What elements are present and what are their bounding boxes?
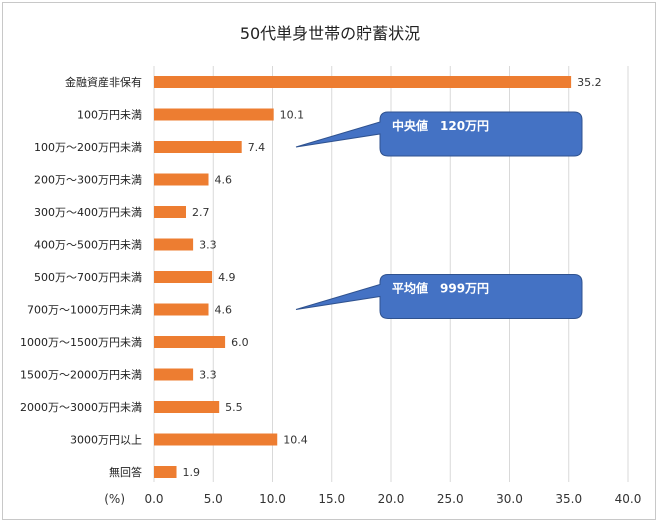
x-tick-label: 5.0 [204,492,223,506]
category-label: 700万～1000万円未満 [27,304,142,317]
data-label: 4.6 [215,174,233,187]
data-label: 3.3 [199,239,217,252]
category-label: 500万～700万円未満 [34,271,142,284]
x-tick-label: 35.0 [555,492,582,506]
bar [154,368,194,381]
category-label: 無回答 [109,465,142,479]
x-tick-label: 10.0 [259,492,286,506]
callout-box [295,274,583,319]
category-label: 1000万～1500万円未満 [20,336,142,349]
bar [154,108,274,121]
x-tick-label: 30.0 [496,492,523,506]
data-label: 6.0 [231,336,249,349]
data-label: 7.4 [248,141,266,154]
bar [154,141,242,153]
category-label: 300万～400万円未満 [34,206,142,219]
bar [154,238,194,251]
data-label: 5.5 [225,401,243,414]
category-label: 金融資産非保有 [65,75,142,89]
data-label: 2.7 [192,206,210,219]
x-tick-label: 0.0 [144,492,163,506]
data-label: 35.2 [577,76,602,89]
data-label: 4.6 [215,304,233,317]
bar [154,206,186,218]
bar [154,173,209,186]
category-label: 2000万～3000万円未満 [20,401,142,414]
callout-text: 中央値 120万円 [392,118,489,133]
bar [154,466,177,478]
x-axis-unit-label: (%) [104,492,125,506]
category-label: 100万～200万円未満 [34,141,142,154]
category-label: 1500万～2000万円未満 [20,369,142,382]
callout-text: 平均値 999万円 [392,281,489,296]
bar [154,336,226,348]
data-label: 10.4 [283,434,308,447]
bar [154,303,209,316]
bar [154,433,278,446]
data-label: 3.3 [199,369,217,382]
data-label: 1.9 [183,466,201,479]
chart-frame [2,2,656,520]
x-tick-label: 20.0 [378,492,405,506]
category-label: 100万円未満 [77,109,142,122]
bar [154,401,220,413]
x-tick-label: 15.0 [318,492,345,506]
x-tick-label: 25.0 [437,492,464,506]
category-label: 400万～500万円未満 [34,239,142,252]
data-label: 10.1 [280,109,305,122]
bar [154,76,572,88]
category-label: 3000万円以上 [70,434,142,447]
bar [154,271,213,283]
callout-box [295,111,583,157]
chart-title: 50代単身世帯の貯蓄状況 [239,24,421,43]
category-label: 200万～300万円未満 [34,174,142,187]
data-label: 4.9 [218,271,236,284]
x-tick-label: 40.0 [615,492,642,506]
